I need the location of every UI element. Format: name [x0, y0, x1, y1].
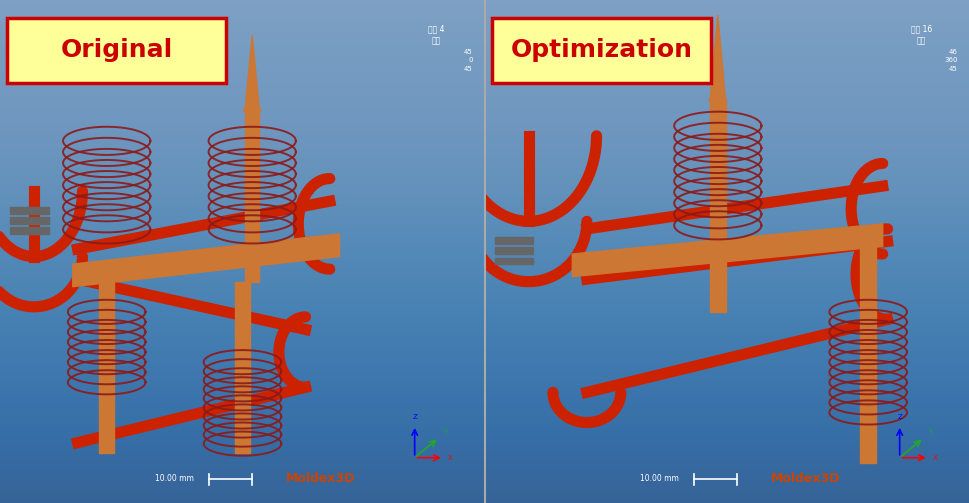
Bar	[234, 282, 250, 453]
Ellipse shape	[708, 98, 726, 104]
Bar	[494, 247, 533, 254]
Text: Y: Y	[926, 429, 931, 435]
Text: 组别 4
模型: 组别 4 模型	[427, 25, 445, 46]
Bar	[494, 258, 533, 264]
Text: Original: Original	[60, 38, 172, 62]
Text: 10.00 mm: 10.00 mm	[155, 474, 194, 483]
Polygon shape	[73, 234, 339, 287]
Text: X: X	[932, 455, 936, 461]
Polygon shape	[572, 224, 882, 277]
Text: Moldex3D: Moldex3D	[769, 472, 839, 485]
Text: 46
360
45: 46 360 45	[944, 49, 956, 72]
Text: 10.00 mm: 10.00 mm	[640, 474, 678, 483]
Bar	[860, 226, 875, 463]
Text: Z: Z	[896, 414, 901, 420]
Bar	[494, 237, 533, 244]
Text: Optimization: Optimization	[510, 38, 692, 62]
Polygon shape	[709, 15, 725, 101]
Text: Moldex3D: Moldex3D	[285, 472, 355, 485]
FancyBboxPatch shape	[491, 18, 709, 83]
FancyBboxPatch shape	[7, 18, 225, 83]
Text: X: X	[447, 455, 452, 461]
Polygon shape	[244, 35, 259, 111]
Bar	[10, 227, 48, 234]
Text: Y: Y	[442, 429, 447, 435]
Text: Z: Z	[412, 414, 417, 420]
Text: 45
0
45: 45 0 45	[463, 49, 472, 72]
Bar	[99, 262, 114, 453]
Bar	[10, 207, 48, 214]
Bar	[709, 101, 725, 312]
Text: 组别 16
模型: 组别 16 模型	[910, 25, 931, 46]
Ellipse shape	[243, 108, 261, 114]
Bar	[244, 111, 260, 282]
Bar	[10, 217, 48, 224]
